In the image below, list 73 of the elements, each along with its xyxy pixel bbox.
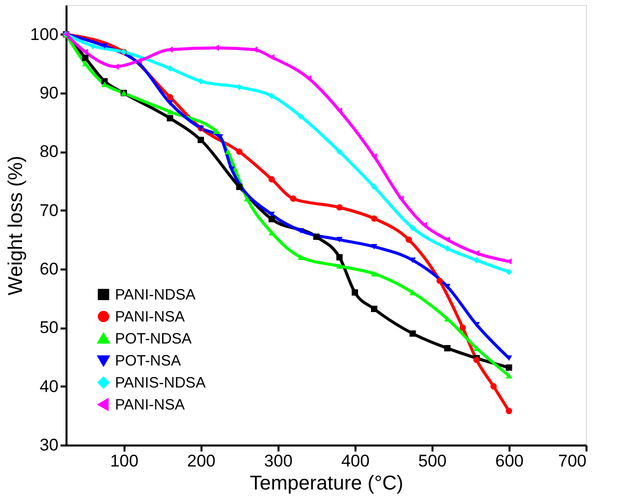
x-tick-label: 600 [495,452,524,470]
point [313,234,320,240]
point [228,166,235,172]
point [166,94,174,100]
y-tick-label: 100 [30,24,58,44]
point [460,324,466,331]
point [370,215,378,222]
point [506,268,512,276]
point [336,148,343,155]
legend-label: PANI-NDSA [115,286,196,304]
point [506,364,512,371]
point [290,195,296,202]
y-axis-title: Weight loss (%) [5,156,28,296]
point [506,408,512,414]
point [436,278,443,284]
y-tick-label: 40 [40,376,58,396]
point [336,254,343,260]
point [336,204,343,211]
x-tick-label: 500 [418,452,447,470]
point [506,373,512,379]
point [473,257,480,264]
x-tick-label: 700 [558,452,586,470]
point [370,184,378,190]
point [82,54,88,61]
point [244,196,250,202]
point [166,65,174,72]
y-tick-label: 50 [40,318,58,338]
point [82,48,88,56]
point [410,224,416,232]
y-tick-label: 80 [40,142,58,162]
point [198,78,204,84]
point [370,306,378,312]
x-tick-label: 300 [264,452,293,470]
y-tick-label: 60 [40,260,58,278]
y-tick-label: 90 [40,84,58,102]
point [136,58,142,64]
legend-label: POT-NSA [115,352,181,370]
legend-label: PANIS-NDSA [115,374,206,392]
point [90,42,96,50]
point [370,244,378,250]
point [336,236,343,242]
x-axis-title: Temperature (°C) [250,472,404,494]
point [268,176,275,182]
legend-label: PANI-NSA [115,308,185,326]
point [236,148,242,155]
legend-label: PANI-NSA [115,396,185,414]
point [444,236,450,243]
point [444,245,450,252]
y-tick-label: 30 [40,436,58,454]
point [298,254,304,260]
y-tick-label: 70 [40,200,58,220]
point [444,345,450,352]
x-tick-label: 200 [187,452,216,470]
point [336,263,343,269]
point [166,109,174,115]
point [410,330,416,337]
point [198,136,204,144]
point [101,43,108,49]
point [236,84,242,90]
x-tick-label: 400 [341,452,370,470]
x-tick-label: 100 [110,452,138,470]
point [268,216,275,222]
point [298,113,304,120]
point [490,383,497,390]
point [236,184,242,190]
point [406,236,412,243]
point [298,228,304,234]
legend-label: POT-NDSA [115,330,192,348]
point [224,148,231,154]
point [166,115,174,122]
point [370,270,378,276]
point [352,289,358,296]
point [268,92,275,100]
